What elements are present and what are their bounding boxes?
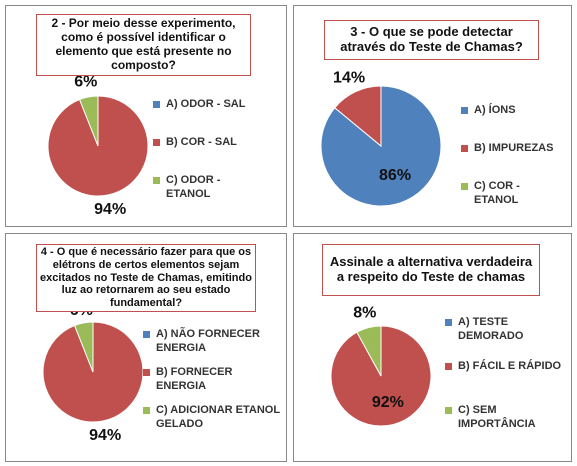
- pie-chart: 92% 8%: [330, 304, 432, 427]
- chart-title: 3 - O que se pode detectar através do Te…: [324, 20, 539, 60]
- data-label: 94%: [94, 201, 126, 218]
- chart-title: 4 - O que é necessário fazer para que os…: [36, 244, 256, 312]
- legend-swatch: [445, 363, 452, 370]
- legend-swatch: [153, 139, 160, 146]
- pie-slice: [356, 325, 382, 377]
- legend-label: A) ODOR - SAL: [166, 98, 246, 110]
- chart-panel: 94%6% A) NÃO FORNECER ENERGIA B) FORNECER …: [5, 233, 287, 462]
- legend-label: C) COR - ETANOL: [474, 180, 520, 206]
- legend-item: A) TESTE DEMORADO: [445, 316, 563, 344]
- legend-swatch: [461, 107, 468, 114]
- legend-item: A) ÍONS: [461, 104, 564, 118]
- legend-swatch: [143, 369, 150, 376]
- pie-chart: 94% 6%: [47, 73, 149, 218]
- chart-title: 2 - Por meio desse experimento, como é p…: [36, 14, 251, 76]
- legend-label: C) SEM IMPORTÂNCIA: [458, 404, 536, 430]
- legend-swatch: [143, 331, 150, 338]
- legend-swatch: [445, 319, 452, 326]
- legend-swatch: [461, 145, 468, 152]
- legend-item: B) IMPUREZAS: [461, 142, 564, 156]
- chart-panel: 92% 8% A) TESTE DEMORADO B) FÁCIL E RÁPIDO C…: [293, 233, 572, 462]
- pie-slice: [78, 95, 99, 147]
- legend-swatch: [445, 407, 452, 414]
- pie-slice: [334, 85, 382, 148]
- chart-panel: 94% 6% A) ODOR - SAL B) COR - SAL C) ODOR - …: [5, 5, 287, 227]
- data-label: 92%: [372, 394, 404, 411]
- legend-label: B) IMPUREZAS: [474, 142, 554, 154]
- legend-item: C) ADICIONAR ETANOL GELADO: [143, 404, 281, 432]
- legend-label: A) NÃO FORNECER ENERGIA: [156, 328, 260, 354]
- legend-label: C) ODOR - ETANOL: [166, 174, 221, 200]
- legend-label: B) FÁCIL E RÁPIDO: [458, 360, 562, 372]
- legend-item: C) COR - ETANOL: [461, 180, 564, 208]
- legend-item: C) ODOR - ETANOL: [153, 174, 266, 202]
- legend-item: B) COR - SAL: [153, 136, 266, 150]
- legend-label: A) TESTE DEMORADO: [458, 316, 524, 342]
- legend-item: B) FORNECER ENERGIA: [143, 366, 281, 394]
- legend-label: B) FORNECER ENERGIA: [156, 366, 233, 392]
- data-label: 6%: [74, 73, 97, 90]
- legend-item: B) FÁCIL E RÁPIDO: [445, 360, 563, 374]
- chart-panel: 86% 14% A) ÍONS B) IMPUREZAS C) COR - ETANOL…: [293, 5, 572, 227]
- data-label: 94%: [89, 427, 121, 444]
- legend-label: A) ÍONS: [474, 104, 516, 116]
- legend-label: B) COR - SAL: [166, 136, 237, 148]
- legend-swatch: [461, 183, 468, 190]
- legend-item: A) ODOR - SAL: [153, 98, 266, 112]
- pie-slice: [73, 321, 94, 373]
- pie-chart: 94%6%: [42, 302, 144, 444]
- legend-item: A) NÃO FORNECER ENERGIA: [143, 328, 281, 356]
- data-label: 14%: [333, 69, 365, 86]
- legend-swatch: [153, 101, 160, 108]
- legend-swatch: [153, 177, 160, 184]
- legend-label: C) ADICIONAR ETANOL GELADO: [156, 404, 280, 430]
- data-label: 86%: [379, 167, 411, 184]
- data-label: 8%: [353, 304, 376, 321]
- legend-item: C) SEM IMPORTÂNCIA: [445, 404, 563, 432]
- chart-title: Assinale a alternativa verdadeira a resp…: [322, 244, 540, 296]
- legend-swatch: [143, 407, 150, 414]
- pie-chart: 86% 14%: [320, 69, 442, 207]
